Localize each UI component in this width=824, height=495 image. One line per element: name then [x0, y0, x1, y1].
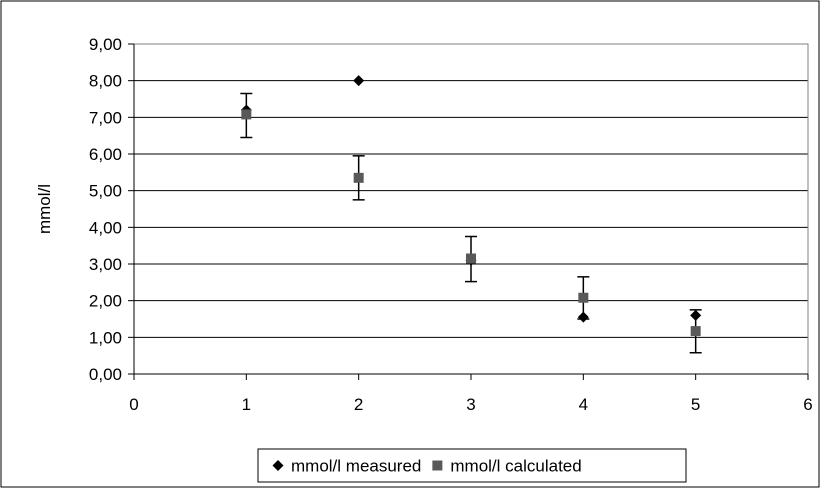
y-tick-label: 1,00: [89, 328, 122, 347]
calculated-point: [353, 172, 364, 183]
y-tick-label: 5,00: [89, 182, 122, 201]
x-tick-label: 3: [466, 395, 475, 414]
x-tick-label: 6: [803, 395, 812, 414]
legend-label: mmol/l measured: [291, 457, 421, 476]
y-tick-label: 7,00: [89, 108, 122, 127]
calculated-point: [578, 292, 589, 303]
legend-marker: [432, 460, 443, 471]
measured-point: [690, 309, 702, 321]
y-tick-label: 2,00: [89, 292, 122, 311]
y-tick-label: 3,00: [89, 255, 122, 274]
legend-box: [257, 448, 687, 483]
y-tick-label: 8,00: [89, 72, 122, 91]
axes: 0,00 1,00 2,00 3,00 4,00 5,00 6,00 7,00 8,00 9,00…: [89, 35, 813, 414]
legend-marker: [272, 460, 284, 471]
measured-point: [577, 311, 589, 323]
legend-label: mmol/l calculated: [450, 457, 581, 476]
measured-point: [353, 75, 365, 87]
y-axis-label: mmol/l: [35, 184, 54, 234]
y-tick-label: 6,00: [89, 145, 122, 164]
calculated-point: [690, 326, 701, 337]
y-tick-label: 9,00: [89, 35, 122, 54]
x-tick-label: 1: [242, 395, 251, 414]
calculated-point: [241, 109, 252, 120]
x-tick-label: 4: [579, 395, 588, 414]
y-tick-label: 0,00: [89, 365, 122, 384]
x-tick-label: 0: [129, 395, 138, 414]
x-tick-label: 5: [691, 395, 700, 414]
data-markers: [240, 75, 702, 337]
legend: mmol/l measured mmol/l calculated: [257, 448, 687, 483]
y-tick-label: 4,00: [89, 218, 122, 237]
calculated-point: [466, 253, 476, 264]
x-tick-label: 2: [354, 395, 363, 414]
